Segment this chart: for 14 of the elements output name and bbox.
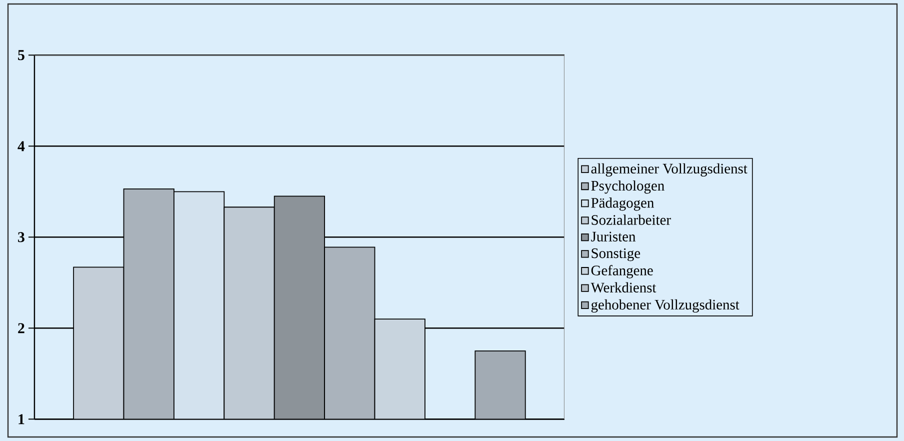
legend-label: allgemeiner Vollzugsdienst — [591, 163, 748, 177]
legend-label: Gefangene — [591, 265, 653, 278]
legend-label: Juristen — [591, 232, 636, 242]
legend-label: Psychologen — [591, 180, 664, 194]
y-tick-label: 3 — [18, 232, 24, 242]
legend-label: Sonstige — [592, 248, 640, 262]
legend-label: gehobener Vollzugsdienst — [591, 299, 740, 313]
legend-label: Pädagogen — [591, 198, 654, 211]
y-tick-label: 2 — [18, 323, 24, 334]
legend-label: Werkdienst — [590, 282, 656, 293]
y-tick-label: 4 — [18, 141, 25, 152]
y-tick-label: 1 — [18, 414, 24, 424]
y-tick-label: 5 — [18, 50, 24, 60]
legend-label: Sozialarbeiter — [592, 214, 671, 225]
